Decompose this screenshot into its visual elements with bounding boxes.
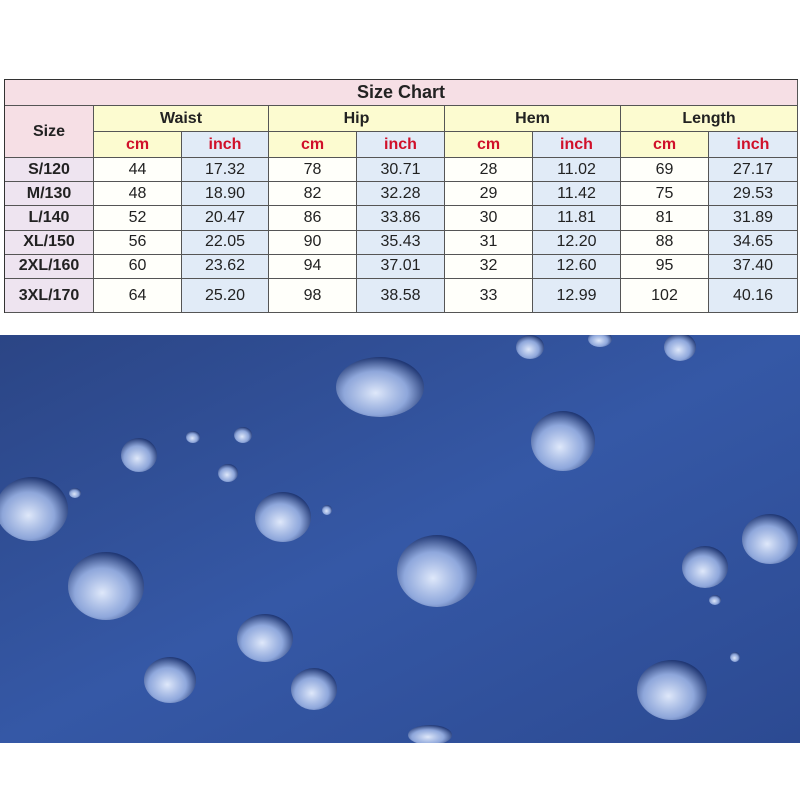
table-value: 86 <box>269 206 357 231</box>
table-value: 29.53 <box>709 182 798 207</box>
table-value: 52 <box>94 206 182 231</box>
table-value: 29 <box>445 182 533 207</box>
fabric-photo <box>0 335 800 743</box>
water-drops <box>0 335 798 743</box>
unit-header: cm <box>94 132 182 158</box>
table-value: 102 <box>621 279 709 313</box>
table-value: 56 <box>94 230 182 255</box>
table-value: 12.60 <box>533 254 621 279</box>
table-value: 48 <box>94 182 182 207</box>
table-value: 88 <box>621 230 709 255</box>
table-value: 25.20 <box>182 279 269 313</box>
table-value: 12.20 <box>533 230 621 255</box>
table-value: 18.90 <box>182 182 269 207</box>
group-header: Hem <box>445 106 621 132</box>
table-value: 31.89 <box>709 206 798 231</box>
table-value: 30 <box>445 206 533 231</box>
table-value: 11.81 <box>533 206 621 231</box>
table-value: 75 <box>621 182 709 207</box>
table-value: 69 <box>621 158 709 183</box>
table-value: 27.17 <box>709 158 798 183</box>
table-value: 12.99 <box>533 279 621 313</box>
table-value: 44 <box>94 158 182 183</box>
size-label: S/120 <box>5 158 94 183</box>
table-value: 37.40 <box>709 254 798 279</box>
unit-header: cm <box>445 132 533 158</box>
table-value: 94 <box>269 254 357 279</box>
table-value: 33 <box>445 279 533 313</box>
size-label: M/130 <box>5 182 94 207</box>
table-value: 32 <box>445 254 533 279</box>
table-value: 81 <box>621 206 709 231</box>
table-value: 35.43 <box>357 230 445 255</box>
table-value: 95 <box>621 254 709 279</box>
table-value: 98 <box>269 279 357 313</box>
table-value: 33.86 <box>357 206 445 231</box>
unit-header: inch <box>709 132 798 158</box>
unit-header: inch <box>357 132 445 158</box>
table-value: 28 <box>445 158 533 183</box>
table-value: 34.65 <box>709 230 798 255</box>
table-value: 40.16 <box>709 279 798 313</box>
group-header: Hip <box>269 106 445 132</box>
table-value: 31 <box>445 230 533 255</box>
table-value: 60 <box>94 254 182 279</box>
unit-header: inch <box>533 132 621 158</box>
table-value: 78 <box>269 158 357 183</box>
unit-header: cm <box>269 132 357 158</box>
table-value: 32.28 <box>357 182 445 207</box>
table-value: 90 <box>269 230 357 255</box>
table-value: 38.58 <box>357 279 445 313</box>
size-table: Size Chart Size Waist cm inch Hip cm inch Hem cm i… <box>4 79 798 313</box>
table-value: 17.32 <box>182 158 269 183</box>
table-title: Size Chart <box>5 80 798 106</box>
unit-header: inch <box>182 132 269 158</box>
unit-header: cm <box>621 132 709 158</box>
size-label: 3XL/170 <box>5 279 94 313</box>
size-label: XL/150 <box>5 230 94 255</box>
table-value: 23.62 <box>182 254 269 279</box>
table-value: 20.47 <box>182 206 269 231</box>
group-header: Waist <box>94 106 269 132</box>
table-value: 37.01 <box>357 254 445 279</box>
table-value: 11.02 <box>533 158 621 183</box>
size-label: 2XL/160 <box>5 254 94 279</box>
table-value: 64 <box>94 279 182 313</box>
table-value: 82 <box>269 182 357 207</box>
size-label: L/140 <box>5 206 94 231</box>
table-value: 22.05 <box>182 230 269 255</box>
size-header: Size <box>5 106 94 158</box>
table-value: 30.71 <box>357 158 445 183</box>
group-header: Length <box>621 106 798 132</box>
table-value: 11.42 <box>533 182 621 207</box>
